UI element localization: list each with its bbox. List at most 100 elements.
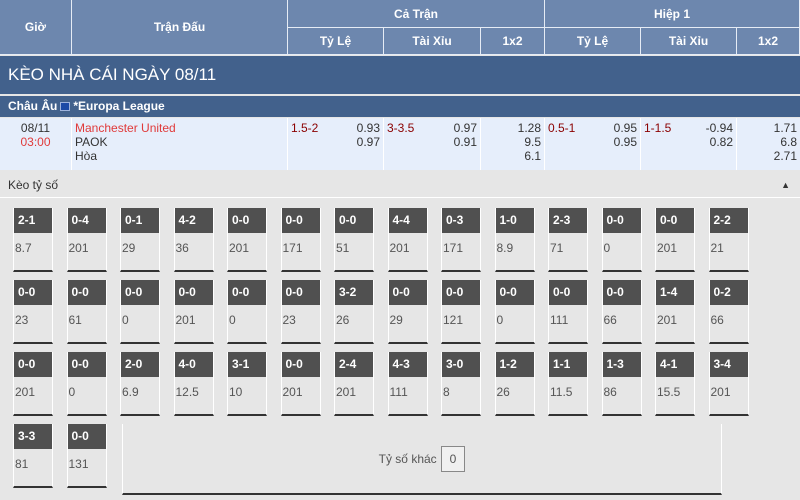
away-team[interactable]: PAOK	[75, 135, 108, 149]
ft-hdp-away[interactable]: 0.97	[356, 135, 380, 149]
ft-1x2-draw[interactable]: 6.1	[524, 149, 541, 163]
header-half-1: Hiệp 1	[545, 0, 800, 28]
score-label: 0-0	[656, 208, 694, 233]
score-label: 2-4	[335, 352, 373, 377]
h1-hdp-home[interactable]: 0.95	[613, 121, 637, 135]
score-cell[interactable]: 2-0 6.9	[120, 352, 160, 416]
score-cell[interactable]: 0-0 201	[13, 352, 53, 416]
score-cell[interactable]: 0-0 23	[13, 280, 53, 344]
score-label: 4-4	[388, 208, 427, 233]
score-cell[interactable]: 3-3 81	[13, 424, 53, 488]
score-cell[interactable]: 0-0 201	[655, 208, 695, 272]
other-score-cell[interactable]: Tỷ số khác 0	[122, 424, 722, 495]
score-label: 0-0	[228, 208, 266, 233]
score-cell[interactable]: 1-2 26	[494, 352, 535, 416]
score-cell[interactable]: 1-0 8.9	[494, 208, 535, 272]
home-team[interactable]: Manchester United	[75, 121, 176, 135]
score-cell[interactable]: 0-0 201	[173, 280, 214, 344]
score-cell[interactable]: 0-3 171	[441, 208, 481, 272]
score-odds: 201	[175, 313, 196, 327]
score-label: 2-3	[549, 208, 587, 233]
score-label: 0-0	[14, 352, 52, 377]
score-label: 0-1	[121, 208, 159, 233]
score-cell[interactable]: 3-4 201	[708, 352, 749, 416]
score-cell[interactable]: 4-2 36	[173, 208, 214, 272]
score-odds: 10	[229, 385, 243, 399]
score-cell[interactable]: 0-0 171	[280, 208, 321, 272]
score-label: 0-0	[174, 280, 213, 305]
score-cell[interactable]: 0-0 0	[66, 352, 107, 416]
h1-1x2-draw[interactable]: 2.71	[773, 149, 797, 163]
h1-1x2-home[interactable]: 1.71	[773, 121, 797, 135]
score-odds: 0	[68, 385, 76, 399]
score-cell[interactable]: 0-0 0	[227, 280, 267, 344]
ft-1x2-away[interactable]: 9.5	[524, 135, 541, 149]
score-cell[interactable]: 0-0 0	[120, 280, 160, 344]
score-cell[interactable]: 2-1 8.7	[13, 208, 53, 272]
match-date: 08/11	[20, 121, 51, 135]
score-label: 3-0	[442, 352, 480, 377]
h1-handicap: 0.5-1	[548, 121, 576, 135]
score-odds: 23	[282, 313, 296, 327]
score-label: 0-0	[121, 280, 159, 305]
score-label: 4-3	[388, 352, 427, 377]
score-label: 0-0	[281, 280, 320, 305]
match-row[interactable]: 08/11 03:00 Manchester United PAOK Hòa 1.5-…	[0, 118, 800, 170]
score-odds: 201	[68, 241, 89, 255]
score-cell[interactable]: 1-4 201	[655, 280, 695, 344]
score-cell[interactable]: 0-0 201	[227, 208, 267, 272]
h1-over[interactable]: -0.94	[705, 121, 733, 135]
score-cell[interactable]: 0-4 201	[66, 208, 107, 272]
score-cell[interactable]: 0-0 66	[601, 280, 642, 344]
score-cell[interactable]: 0-0 23	[280, 280, 321, 344]
score-cell[interactable]: 0-0 0	[601, 208, 642, 272]
score-odds: 131	[68, 457, 89, 471]
score-odds: 201	[657, 241, 678, 255]
score-cell[interactable]: 2-3 71	[548, 208, 588, 272]
score-cell[interactable]: 0-0 121	[441, 280, 481, 344]
ft-under[interactable]: 0.91	[453, 135, 477, 149]
h1-under[interactable]: 0.82	[709, 135, 733, 149]
score-odds: 12.5	[175, 385, 199, 399]
score-cell[interactable]: 0-0 51	[334, 208, 374, 272]
score-cell[interactable]: 2-4 201	[334, 352, 374, 416]
score-cell[interactable]: 4-4 201	[387, 208, 428, 272]
score-odds: 201	[229, 241, 250, 255]
score-cell[interactable]: 0-0 29	[387, 280, 428, 344]
correct-score-header[interactable]: Kèo tỷ số ▲	[0, 172, 800, 198]
score-cell[interactable]: 0-0 61	[66, 280, 107, 344]
league-bar[interactable]: Châu Âu *Europa League	[0, 96, 800, 117]
score-odds: 61	[68, 313, 82, 327]
score-cell[interactable]: 0-0 201	[280, 352, 321, 416]
league-name: *Europa League	[73, 99, 165, 113]
score-cell[interactable]: 0-1 29	[120, 208, 160, 272]
collapse-triangle-up-icon[interactable]: ▲	[781, 180, 790, 190]
score-odds: 29	[122, 241, 136, 255]
score-cell[interactable]: 4-0 12.5	[173, 352, 214, 416]
score-cell[interactable]: 1-3 86	[601, 352, 642, 416]
score-label: 0-0	[67, 352, 106, 377]
other-score-value[interactable]: 0	[440, 445, 466, 472]
score-cell[interactable]: 3-2 26	[334, 280, 374, 344]
h1-1x2-away[interactable]: 6.8	[780, 135, 797, 149]
score-cell[interactable]: 0-0 111	[548, 280, 588, 344]
score-cell[interactable]: 3-1 10	[227, 352, 267, 416]
score-odds: 8.9	[496, 241, 514, 255]
score-cell[interactable]: 0-2 66	[708, 280, 749, 344]
score-cell[interactable]: 3-0 8	[441, 352, 481, 416]
score-odds: 71	[550, 241, 564, 255]
score-cell[interactable]: 1-1 11.5	[548, 352, 588, 416]
ft-1x2-home[interactable]: 1.28	[517, 121, 541, 135]
score-cell[interactable]: 4-1 15.5	[655, 352, 695, 416]
ft-hdp-home[interactable]: 0.93	[356, 121, 380, 135]
ft-over[interactable]: 0.97	[453, 121, 477, 135]
score-odds: 8	[443, 385, 450, 399]
correct-score-label: Kèo tỷ số	[8, 178, 59, 192]
score-cell[interactable]: 0-0 131	[66, 424, 107, 488]
score-cell[interactable]: 2-2 21	[708, 208, 749, 272]
score-cell[interactable]: 4-3 111	[387, 352, 428, 416]
score-label: 1-4	[656, 280, 694, 305]
score-odds: 111	[550, 313, 569, 327]
h1-hdp-away[interactable]: 0.95	[613, 135, 637, 149]
score-cell[interactable]: 0-0 0	[494, 280, 535, 344]
